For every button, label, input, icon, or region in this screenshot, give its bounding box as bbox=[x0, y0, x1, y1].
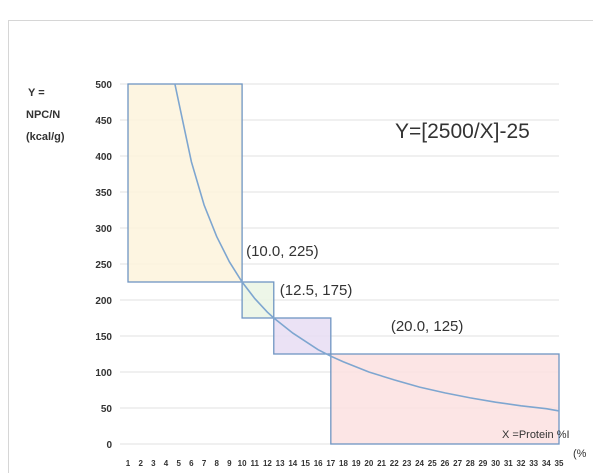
x-tick-label: 30 bbox=[491, 459, 500, 468]
annotation-label: (12.5, 175) bbox=[280, 282, 353, 299]
annotations: (10.0, 225) (12.5, 175) (20.0, 125) bbox=[246, 243, 463, 335]
x-tick-label: 9 bbox=[227, 459, 232, 468]
y-axis-label-line-1: Y = bbox=[28, 87, 45, 99]
chart-frame bbox=[8, 20, 593, 473]
x-tick-label: 33 bbox=[529, 459, 538, 468]
x-tick-label: 4 bbox=[164, 459, 169, 468]
x-tick-label: 34 bbox=[542, 459, 551, 468]
x-tick-label: 25 bbox=[428, 459, 437, 468]
x-tick-label: 3 bbox=[151, 459, 156, 468]
y-tick-label: 500 bbox=[95, 80, 112, 91]
x-tick-label: 17 bbox=[326, 459, 335, 468]
regions bbox=[127, 83, 560, 445]
y-tick-label: 250 bbox=[95, 260, 112, 271]
x-tick-label: 10 bbox=[238, 459, 247, 468]
y-axis-label-line-3: (kcal/g) bbox=[26, 131, 65, 143]
equation-label: Y=[2500/X]-25 bbox=[395, 120, 530, 143]
annotation-label: (20.0, 125) bbox=[391, 318, 464, 335]
x-tick-label: 24 bbox=[415, 459, 424, 468]
x-tick-label: 8 bbox=[215, 459, 220, 468]
x-axis-label: X =Protein %I bbox=[502, 429, 570, 441]
x-tick-label: 18 bbox=[339, 459, 348, 468]
x-tick-label: 5 bbox=[176, 459, 181, 468]
x-tick-label: 27 bbox=[453, 459, 462, 468]
y-tick-label: 150 bbox=[95, 332, 112, 343]
region-3 bbox=[273, 317, 332, 355]
x-tick-label: 6 bbox=[189, 459, 194, 468]
y-tick-label: 0 bbox=[106, 440, 112, 451]
x-tick-label: 28 bbox=[466, 459, 475, 468]
x-tick-label: 22 bbox=[390, 459, 399, 468]
x-tick-label: 13 bbox=[276, 459, 285, 468]
x-tick-label: 2 bbox=[138, 459, 143, 468]
x-tick-label: 29 bbox=[478, 459, 487, 468]
x-tick-label: 21 bbox=[377, 459, 386, 468]
x-tick-label: 31 bbox=[504, 459, 513, 468]
y-tick-label: 350 bbox=[95, 188, 112, 199]
x-tick-label: 26 bbox=[440, 459, 449, 468]
y-tick-label: 400 bbox=[95, 152, 112, 163]
series-lines bbox=[174, 83, 560, 412]
labels: Y = NPC/N (kcal/g) Y=[2500/X]-25 X =Prot… bbox=[26, 87, 587, 460]
x-tick-label: 20 bbox=[364, 459, 373, 468]
y-axis-label-line-2: NPC/N bbox=[26, 109, 60, 121]
y-tick-label: 100 bbox=[95, 368, 112, 379]
y-tick-label: 450 bbox=[95, 116, 112, 127]
x-tick-label: 11 bbox=[251, 459, 260, 468]
x-tick-label: 15 bbox=[301, 459, 310, 468]
x-tick-label: 1 bbox=[126, 459, 131, 468]
x-tick-label: 14 bbox=[288, 459, 297, 468]
series-line-1 bbox=[174, 83, 560, 412]
x-tick-label: 35 bbox=[555, 459, 564, 468]
y-tick-label: 200 bbox=[95, 296, 112, 307]
annotation-label: (10.0, 225) bbox=[246, 243, 319, 260]
x-tick-label: 32 bbox=[517, 459, 526, 468]
region-4 bbox=[330, 353, 560, 445]
x-tick-label: 7 bbox=[202, 459, 207, 468]
y-tick-label: 50 bbox=[101, 404, 113, 415]
x-tick-label: 16 bbox=[314, 459, 323, 468]
y-tick-label: 300 bbox=[95, 224, 112, 235]
x-tick-label: 23 bbox=[402, 459, 411, 468]
x-tick-label: 12 bbox=[263, 459, 272, 468]
x-tick-label: 19 bbox=[352, 459, 361, 468]
x-axis-label-tail: (% bbox=[573, 448, 587, 460]
